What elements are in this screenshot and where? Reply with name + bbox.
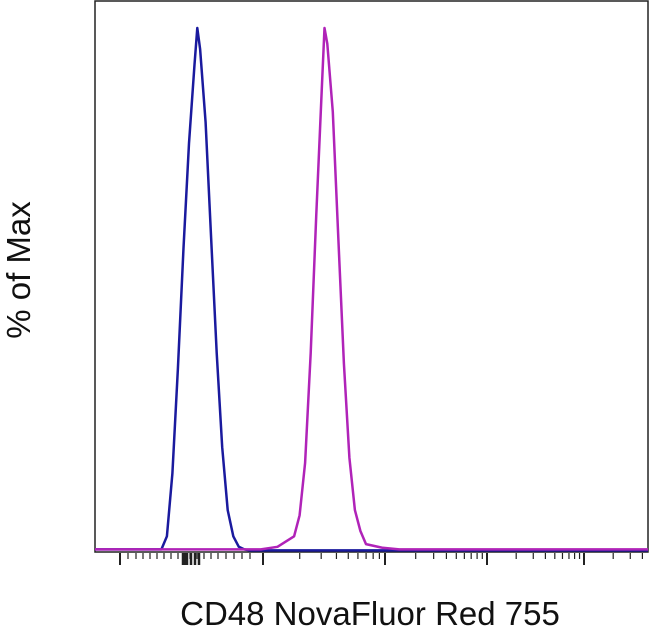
x-axis-label: CD48 NovaFluor Red 755 (180, 595, 560, 632)
plot-area (94, 0, 649, 565)
y-axis-label: % of Max (0, 201, 37, 339)
series-layer (95, 26, 648, 552)
series-line-2 (95, 26, 648, 551)
series-line-1 (95, 26, 648, 552)
x-axis-ticks (119, 553, 643, 565)
plot-frame (94, 0, 649, 553)
